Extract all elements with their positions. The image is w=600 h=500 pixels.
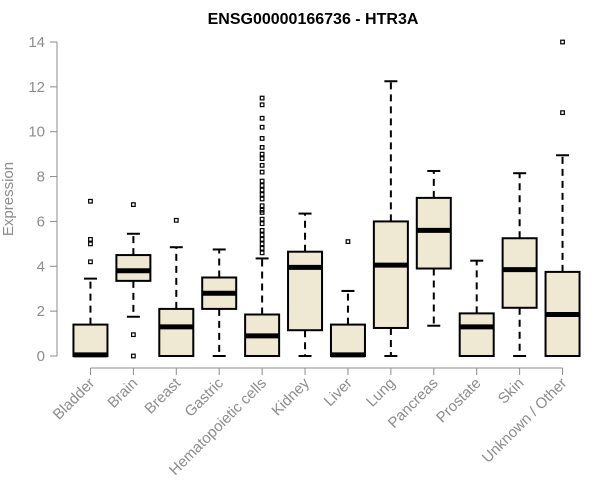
y-tick-label: 0 xyxy=(37,348,45,365)
outlier-point xyxy=(88,198,93,204)
outlier-point xyxy=(259,192,265,197)
outlier-point xyxy=(345,239,351,245)
outlier-point xyxy=(173,217,179,223)
outlier-point xyxy=(560,39,565,45)
outlier-point xyxy=(259,187,265,193)
box-iqr xyxy=(501,237,538,309)
box-group xyxy=(287,212,324,357)
y-tick-label: 2 xyxy=(37,303,45,320)
box-group xyxy=(115,202,152,359)
outlier-point xyxy=(259,216,265,222)
outlier-point xyxy=(259,221,265,227)
box-iqr xyxy=(329,323,366,358)
outlier-point xyxy=(88,236,93,242)
outlier-point xyxy=(130,202,136,208)
box-iqr xyxy=(415,196,452,270)
y-tick-label: 14 xyxy=(28,34,45,51)
x-tick-label: Brain xyxy=(104,375,141,412)
chart-title: ENSG00000166736 - HTR3A xyxy=(208,11,419,28)
y-axis: 0 2 4 6 8 10 12 14 xyxy=(28,34,58,365)
x-tick-label: Bladder xyxy=(50,375,99,424)
box-group xyxy=(501,172,538,357)
outlier-point xyxy=(259,232,265,238)
box-iqr xyxy=(287,250,324,332)
outlier-point xyxy=(259,250,265,256)
x-tick-label: Lung xyxy=(363,375,399,411)
outlier-point xyxy=(259,178,265,184)
outlier-point xyxy=(259,162,265,168)
box-iqr xyxy=(72,323,109,358)
y-tick-label: 10 xyxy=(28,124,45,141)
outlier-point xyxy=(259,156,265,162)
outlier-point xyxy=(259,245,265,251)
outlier-point xyxy=(259,136,265,141)
x-tick-label: Prostate xyxy=(433,375,485,427)
y-tick-label: 4 xyxy=(37,258,45,275)
outlier-point xyxy=(259,183,265,188)
outlier-point xyxy=(259,95,265,101)
box-group xyxy=(329,239,366,358)
outlier-point xyxy=(259,102,265,108)
outlier-point xyxy=(259,145,265,150)
y-tick-label: 6 xyxy=(37,213,45,230)
outlier-point xyxy=(259,236,265,242)
outlier-point xyxy=(130,332,136,338)
box-iqr xyxy=(458,312,495,357)
outlier-point xyxy=(259,169,265,175)
box-iqr xyxy=(115,254,152,282)
box-group xyxy=(415,169,452,327)
y-axis-label: Expression xyxy=(0,162,17,236)
box-group xyxy=(458,259,495,357)
outlier-point xyxy=(259,196,265,202)
x-tick-label: Liver xyxy=(321,375,356,410)
box-group xyxy=(72,198,109,358)
box-group xyxy=(201,248,238,357)
box-iqr xyxy=(372,220,409,329)
box-group xyxy=(544,39,581,357)
box-iqr xyxy=(158,307,195,357)
x-tick-label: Kidney xyxy=(268,374,313,419)
box-group xyxy=(158,217,195,357)
outlier-point xyxy=(259,115,265,121)
outlier-point xyxy=(259,207,265,213)
plot-area xyxy=(72,39,581,359)
box-group xyxy=(244,95,281,357)
outlier-point xyxy=(259,203,265,209)
x-tick-label: Skin xyxy=(495,375,528,408)
outlier-point xyxy=(259,151,265,157)
outlier-point xyxy=(88,241,93,247)
y-tick-label: 12 xyxy=(28,79,45,96)
outlier-point xyxy=(259,124,265,130)
outlier-point xyxy=(560,110,565,116)
outlier-point xyxy=(259,241,265,247)
outlier-point xyxy=(259,228,265,233)
x-tick-label: Breast xyxy=(141,374,184,417)
y-tick-label: 8 xyxy=(37,169,45,186)
box-group xyxy=(372,80,409,357)
outlier-point xyxy=(130,353,136,359)
outlier-point xyxy=(88,259,93,265)
